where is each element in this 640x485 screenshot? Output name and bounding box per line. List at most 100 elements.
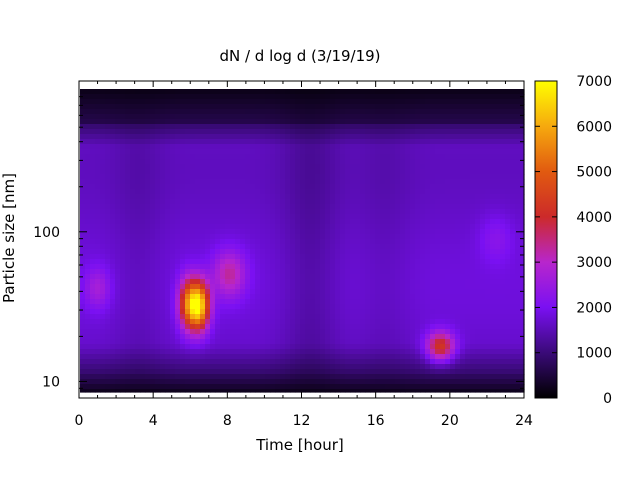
- heatmap-cell: [325, 184, 331, 190]
- heatmap-cell: [110, 169, 116, 175]
- heatmap-cell: [205, 259, 211, 265]
- heatmap-cell: [275, 129, 281, 135]
- heatmap-cell: [155, 174, 161, 180]
- heatmap-cell: [435, 264, 441, 270]
- heatmap-cell: [515, 324, 521, 330]
- heatmap-cell: [225, 234, 231, 240]
- heatmap-cell: [370, 254, 376, 260]
- heatmap-cell: [195, 184, 201, 190]
- heatmap-cell: [95, 104, 101, 110]
- heatmap-cell: [255, 189, 261, 195]
- heatmap-cell: [125, 104, 131, 110]
- heatmap-cell: [280, 89, 286, 95]
- heatmap-cell: [285, 124, 291, 130]
- heatmap-cell: [495, 309, 501, 315]
- heatmap-cell: [295, 139, 301, 145]
- heatmap-cell: [125, 189, 131, 195]
- heatmap-cell: [330, 289, 336, 295]
- heatmap-cell: [130, 329, 136, 335]
- heatmap-cell: [365, 314, 371, 320]
- heatmap-cell: [300, 339, 306, 345]
- heatmap-cell: [365, 204, 371, 210]
- heatmap-cell: [405, 334, 411, 340]
- heatmap-cell: [210, 219, 216, 225]
- heatmap-cell: [520, 169, 525, 175]
- heatmap-cell: [145, 214, 151, 220]
- heatmap-cell: [455, 114, 461, 120]
- heatmap-cell: [175, 334, 181, 340]
- heatmap-cell: [190, 174, 196, 180]
- heatmap-cell: [130, 89, 136, 95]
- heatmap-cell: [140, 264, 146, 270]
- heatmap-cell: [180, 99, 186, 105]
- heatmap-cell: [375, 119, 381, 125]
- heatmap-cell: [435, 239, 441, 245]
- heatmap-cell: [230, 234, 236, 240]
- heatmap-cell: [400, 129, 406, 135]
- heatmap-cell: [455, 234, 461, 240]
- heatmap-cell: [240, 264, 246, 270]
- heatmap-cell: [430, 344, 436, 350]
- heatmap-cell: [235, 344, 241, 350]
- heatmap-cell: [295, 229, 301, 235]
- heatmap-cell: [255, 254, 261, 260]
- heatmap-cell: [220, 129, 226, 135]
- heatmap-cell: [275, 124, 281, 130]
- heatmap-cell: [240, 89, 246, 95]
- heatmap-cell: [415, 324, 421, 330]
- heatmap-cell: [260, 294, 266, 300]
- heatmap-cell: [400, 144, 406, 150]
- heatmap-cell: [360, 129, 366, 135]
- heatmap-cell: [265, 204, 271, 210]
- heatmap-cell: [305, 149, 311, 155]
- heatmap-cell: [110, 99, 116, 105]
- heatmap-cell: [410, 359, 416, 365]
- heatmap-cell: [130, 354, 136, 360]
- heatmap-cell: [455, 139, 461, 145]
- heatmap-cell: [115, 114, 121, 120]
- heatmap-cell: [190, 129, 196, 135]
- heatmap-cell: [240, 124, 246, 130]
- heatmap-cell: [505, 334, 511, 340]
- heatmap-cell: [135, 264, 141, 270]
- heatmap-cell: [130, 109, 136, 115]
- heatmap-cell: [235, 214, 241, 220]
- heatmap-cell: [180, 104, 186, 110]
- heatmap-cell: [510, 94, 516, 100]
- heatmap-cell: [200, 139, 206, 145]
- heatmap-cell: [360, 214, 366, 220]
- heatmap-cell: [205, 274, 211, 280]
- heatmap-cell: [185, 249, 191, 255]
- heatmap-cell: [420, 109, 426, 115]
- heatmap-cell: [235, 169, 241, 175]
- heatmap-cell: [265, 289, 271, 295]
- heatmap-cell: [85, 169, 91, 175]
- heatmap-cell: [110, 309, 116, 315]
- heatmap-cell: [440, 234, 446, 240]
- heatmap-cell: [135, 109, 141, 115]
- heatmap-cell: [450, 114, 456, 120]
- heatmap-cell: [95, 269, 101, 275]
- heatmap-cell: [200, 169, 206, 175]
- heatmap-cell: [450, 279, 456, 285]
- heatmap-cell: [275, 174, 281, 180]
- heatmap-cell: [80, 259, 86, 265]
- heatmap-cell: [100, 144, 106, 150]
- heatmap-cell: [175, 259, 181, 265]
- heatmap-cell: [335, 119, 341, 125]
- heatmap-cell: [415, 119, 421, 125]
- heatmap-cell: [280, 114, 286, 120]
- heatmap-cell: [405, 249, 411, 255]
- heatmap-cell: [250, 189, 256, 195]
- heatmap-cell: [280, 314, 286, 320]
- heatmap-cell: [165, 124, 171, 130]
- heatmap-cell: [145, 334, 151, 340]
- heatmap-cell: [470, 339, 476, 345]
- heatmap-cell: [315, 149, 321, 155]
- heatmap-cell: [430, 299, 436, 305]
- heatmap-cell: [85, 89, 91, 95]
- heatmap-cell: [95, 154, 101, 160]
- heatmap-cell: [510, 164, 516, 170]
- heatmap-cell: [330, 274, 336, 280]
- heatmap-cell: [260, 334, 266, 340]
